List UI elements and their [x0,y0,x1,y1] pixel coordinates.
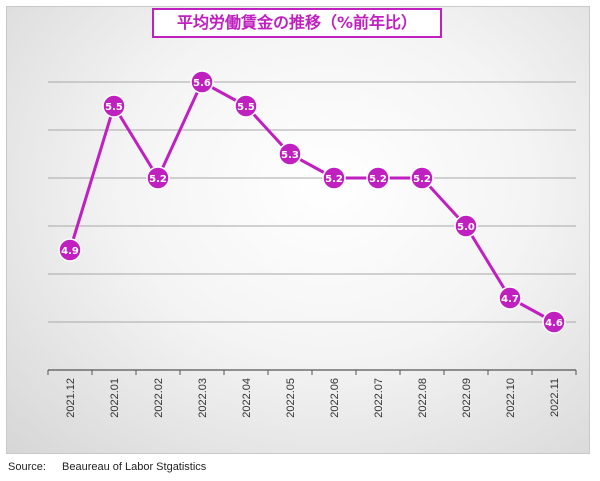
source-text: Beaureau of Labor Stgatistics [62,461,207,473]
data-point [102,94,126,118]
data-point [278,142,302,166]
series-line [68,80,555,324]
data-label: 4.6 [545,318,563,329]
data-label: 4.7 [501,294,519,305]
data-label: 5.2 [325,174,343,185]
x-tick-label: 2022.04 [241,378,253,418]
x-tick-label: 2022.06 [329,378,341,418]
data-label: 5.3 [281,150,299,161]
x-tick-label: 2022.10 [505,378,517,418]
data-label: 5.2 [369,174,387,185]
data-point [190,70,214,94]
source-label: Source: [8,461,46,473]
x-tick-label: 2022.03 [197,378,209,418]
x-tick-label: 2022.09 [461,378,473,418]
data-point [322,166,346,190]
data-label: 5.2 [413,174,431,185]
data-point [454,214,478,238]
data-point [366,166,390,190]
x-tick-label: 2022.02 [153,378,165,418]
data-label: 5.0 [457,222,475,233]
data-label: 5.6 [193,78,211,89]
data-label: 5.5 [105,102,123,113]
data-label: 4.9 [61,246,79,257]
data-point [542,310,566,334]
source-note: Source: Beaureau of Labor Stgatistics [8,461,206,473]
chart-area [6,6,590,454]
data-label: 5.5 [237,102,255,113]
data-point [410,166,434,190]
data-label: 5.2 [149,174,167,185]
x-tick-label: 2021.12 [65,378,77,418]
data-point [58,238,82,262]
data-point [234,94,258,118]
x-tick-label: 2022.05 [285,378,297,418]
x-tick-label: 2022.08 [417,378,429,418]
data-point [146,166,170,190]
x-tick-label: 2022.11 [549,378,561,417]
x-tick-label: 2022.07 [373,378,385,418]
data-point [498,286,522,310]
chart-title: 平均労働賃金の推移（%前年比） [152,8,442,38]
x-tick-label: 2022.01 [109,378,121,418]
